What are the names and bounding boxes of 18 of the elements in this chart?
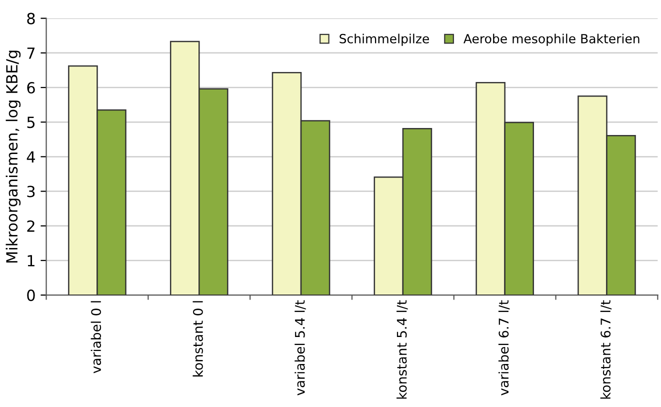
y-tick-label: 1 xyxy=(28,255,34,266)
y-tick-label: 8 xyxy=(27,12,35,24)
y-tick-label: 3 xyxy=(27,186,35,198)
legend-label: Aerobe mesophile Bakterien xyxy=(464,34,640,46)
y-tick-label: 5 xyxy=(27,116,35,128)
x-tick-label: variabel 5.4 l/t xyxy=(294,300,306,396)
x-tick-label: konstant 6.7 l/t xyxy=(600,300,612,399)
y-tick-label: 2 xyxy=(27,220,34,232)
y-tick-label: 4 xyxy=(26,151,35,162)
legend-label: Schimmelpilze xyxy=(340,34,429,46)
x-tick-label: variabel 6.7 l/t xyxy=(498,300,510,396)
x-tick-label: konstant 0 l xyxy=(192,301,203,376)
y-tick-label: 6 xyxy=(27,82,35,94)
y-tick-label: 7 xyxy=(27,48,35,59)
y-tick-label: 0 xyxy=(27,290,35,302)
y-axis-title: Mikroorganismen, log KBE/g xyxy=(6,50,21,263)
x-tick-label: konstant 5.4 l/t xyxy=(396,300,408,399)
x-tick-label: variabel 0 l xyxy=(90,301,102,374)
